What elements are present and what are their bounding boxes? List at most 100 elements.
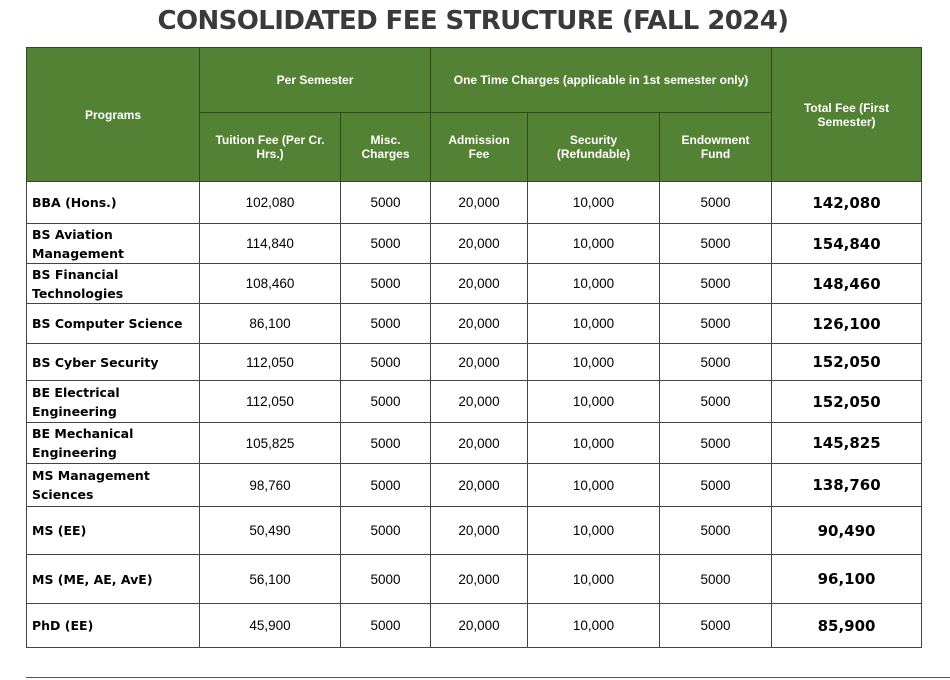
security-fee: 10,000 [527, 263, 660, 304]
program-name: MS Management Sciences [26, 463, 200, 507]
misc-charges: 5000 [340, 506, 431, 555]
tuition-fee: 102,080 [199, 181, 341, 224]
endowment-fund: 5000 [658, 422, 773, 464]
misc-charges: 5000 [340, 223, 431, 264]
misc-charges: 5000 [340, 303, 431, 344]
misc-charges: 5000 [340, 554, 431, 604]
admission-fee: 20,000 [430, 554, 528, 604]
endowment-fund: 5000 [658, 506, 773, 555]
table-row: MS (ME, AE, AvE) 56,100 5000 20,000 10,000 50… [26, 554, 923, 604]
security-fee: 10,000 [527, 181, 660, 224]
header-programs: Programs [26, 47, 200, 182]
program-name: BBA (Hons.) [26, 181, 200, 224]
tuition-fee: 112,050 [199, 380, 341, 423]
table-row: BBA (Hons.) 102,080 5000 20,000 10,000 5000 14… [26, 181, 923, 224]
admission-fee: 20,000 [430, 463, 528, 507]
misc-charges: 5000 [340, 422, 431, 464]
security-fee: 10,000 [527, 380, 660, 423]
endowment-fund: 5000 [658, 223, 773, 264]
admission-fee: 20,000 [430, 506, 528, 555]
total-fee: 152,050 [771, 380, 923, 423]
header-per-semester: Per Semester [199, 47, 431, 113]
misc-charges: 5000 [340, 603, 431, 648]
table-row: BS Computer Science 86,100 5000 20,000 10,00… [26, 303, 923, 344]
tuition-fee: 98,760 [199, 463, 341, 507]
misc-charges: 5000 [340, 263, 431, 304]
endowment-fund: 5000 [658, 181, 773, 224]
table-row: BS Aviation Management 114,840 5000 20,000 1… [26, 223, 923, 264]
endowment-fund: 5000 [658, 463, 773, 507]
tuition-fee: 108,460 [199, 263, 341, 304]
admission-fee: 20,000 [430, 380, 528, 423]
tuition-fee: 86,100 [199, 303, 341, 344]
tuition-fee: 112,050 [199, 343, 341, 381]
misc-charges: 5000 [340, 463, 431, 507]
misc-charges: 5000 [340, 380, 431, 423]
program-name: BS Aviation Management [26, 223, 200, 264]
total-fee: 85,900 [771, 603, 923, 648]
security-fee: 10,000 [527, 422, 660, 464]
program-name: BE Mechanical Engineering [26, 422, 200, 464]
header-tuition-fee: Tuition Fee (Per Cr. Hrs.) [199, 112, 341, 182]
table-row: BS Cyber Security 112,050 5000 20,000 10,000… [26, 343, 923, 381]
admission-fee: 20,000 [430, 343, 528, 381]
security-fee: 10,000 [527, 223, 660, 264]
endowment-fund: 5000 [658, 380, 773, 423]
total-fee: 148,460 [771, 263, 923, 304]
table-row: BS Financial Technologies 108,460 5000 20,0… [26, 263, 923, 304]
security-fee: 10,000 [527, 303, 660, 344]
tuition-fee: 56,100 [199, 554, 341, 604]
program-name: PhD (EE) [26, 603, 200, 648]
table-row: BE Mechanical Engineering 105,825 5000 20,0… [26, 422, 923, 464]
program-name: BS Computer Science [26, 303, 200, 344]
program-name: MS (EE) [26, 506, 200, 555]
header-admission-fee: Admission Fee [430, 112, 528, 182]
header-endowment-fund: Endowment Fund [658, 112, 773, 182]
total-fee: 126,100 [771, 303, 923, 344]
security-fee: 10,000 [527, 554, 660, 604]
tuition-fee: 45,900 [199, 603, 341, 648]
tuition-fee: 114,840 [199, 223, 341, 264]
tuition-fee: 105,825 [199, 422, 341, 464]
program-name: BS Cyber Security [26, 343, 200, 381]
fee-table: Programs Per Semester One Time Charges (… [26, 47, 923, 648]
header-total-fee: Total Fee (First Semester) [771, 47, 923, 182]
table-row: PhD (EE) 45,900 5000 20,000 10,000 5000 85,900 [26, 603, 923, 648]
admission-fee: 20,000 [430, 422, 528, 464]
security-fee: 10,000 [527, 343, 660, 381]
security-fee: 10,000 [527, 506, 660, 555]
header-one-time-charges: One Time Charges (applicable in 1st seme… [429, 47, 773, 113]
misc-charges: 5000 [340, 343, 431, 381]
endowment-fund: 5000 [658, 263, 773, 304]
total-fee: 154,840 [771, 223, 923, 264]
program-name: BE Electrical Engineering [26, 380, 200, 423]
endowment-fund: 5000 [658, 603, 773, 648]
fee-table-body: BBA (Hons.) 102,080 5000 20,000 10,000 5000 14… [26, 181, 923, 648]
total-fee: 90,490 [771, 506, 923, 555]
total-fee: 96,100 [771, 554, 923, 604]
total-fee: 145,825 [771, 422, 923, 464]
bottom-divider [26, 677, 950, 678]
security-fee: 10,000 [527, 603, 660, 648]
misc-charges: 5000 [340, 181, 431, 224]
program-name: BS Financial Technologies [26, 263, 200, 304]
endowment-fund: 5000 [658, 303, 773, 344]
total-fee: 142,080 [771, 181, 923, 224]
table-row: BE Electrical Engineering 112,050 5000 20,0… [26, 380, 923, 423]
table-row: MS (EE) 50,490 5000 20,000 10,000 5000 90,490 [26, 506, 923, 555]
table-row: MS Management Sciences 98,760 5000 20,000 10… [26, 463, 923, 507]
header-security: Security (Refundable) [527, 112, 660, 182]
total-fee: 138,760 [771, 463, 923, 507]
admission-fee: 20,000 [430, 603, 528, 648]
admission-fee: 20,000 [430, 303, 528, 344]
total-fee: 152,050 [771, 343, 923, 381]
endowment-fund: 5000 [658, 343, 773, 381]
admission-fee: 20,000 [430, 263, 528, 304]
tuition-fee: 50,490 [199, 506, 341, 555]
admission-fee: 20,000 [430, 181, 528, 224]
header-misc-charges: Misc. Charges [340, 112, 431, 182]
page-title: CONSOLIDATED FEE STRUCTURE (FALL 2024) [157, 6, 790, 36]
endowment-fund: 5000 [658, 554, 773, 604]
security-fee: 10,000 [527, 463, 660, 507]
program-name: MS (ME, AE, AvE) [26, 554, 200, 604]
